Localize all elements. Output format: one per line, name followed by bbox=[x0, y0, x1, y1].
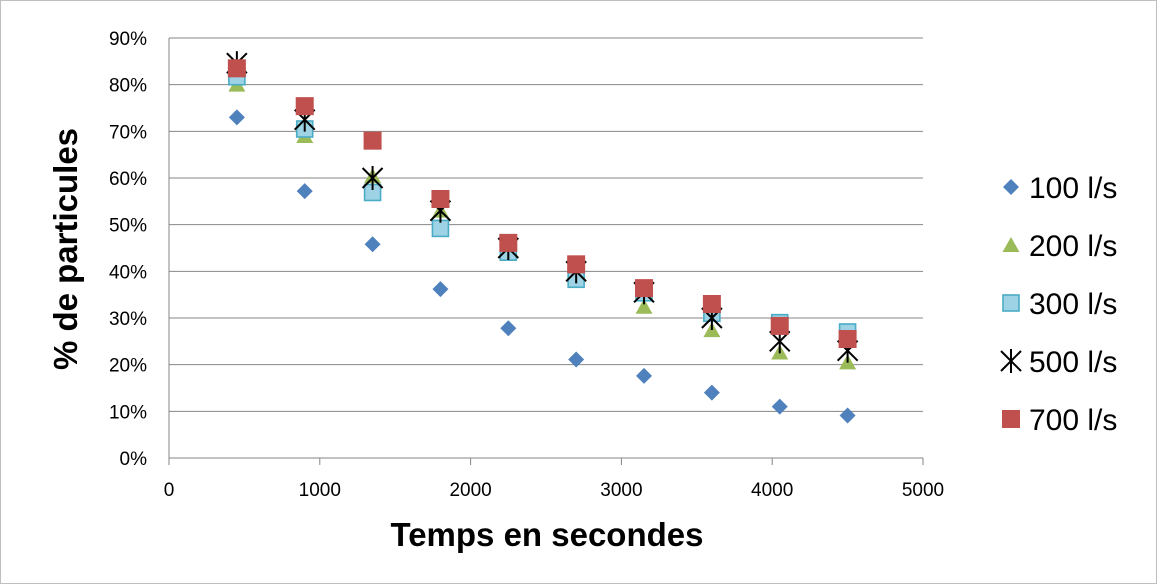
y-tick-labels: 0% 10% 20% 30% 40% 50% 60% 70% 80% 90% bbox=[109, 29, 147, 470]
data-points bbox=[226, 51, 859, 424]
y-tick-label: 20% bbox=[109, 356, 147, 377]
data-point bbox=[431, 190, 450, 208]
series-700-l-s bbox=[227, 59, 857, 348]
x-tick-label: 2000 bbox=[449, 480, 491, 501]
legend-item: 300 l/s bbox=[1002, 288, 1117, 321]
data-point bbox=[364, 236, 381, 253]
gridlines bbox=[169, 37, 923, 412]
data-point bbox=[361, 166, 384, 190]
y-tick-label: 0% bbox=[120, 449, 148, 470]
x-tick-label: 3000 bbox=[600, 480, 642, 501]
series-200-l-s bbox=[228, 76, 857, 370]
y-tick-label: 70% bbox=[109, 122, 147, 143]
data-point bbox=[771, 398, 788, 415]
data-point bbox=[295, 97, 314, 116]
axes bbox=[168, 38, 924, 465]
legend-marker bbox=[1002, 237, 1020, 252]
data-point bbox=[296, 183, 313, 200]
data-point bbox=[363, 131, 382, 150]
legend-label: 300 l/s bbox=[1029, 288, 1117, 321]
data-point bbox=[838, 330, 857, 348]
data-point bbox=[431, 219, 450, 238]
legend-marker bbox=[1002, 410, 1020, 428]
series-300-l-s bbox=[228, 67, 857, 341]
legend-marker bbox=[1000, 349, 1022, 373]
x-tick-label: 4000 bbox=[751, 480, 793, 501]
data-point bbox=[499, 233, 518, 252]
data-point bbox=[227, 59, 246, 78]
x-tick-label: 5000 bbox=[902, 480, 944, 501]
legend-item: 500 l/s bbox=[1000, 346, 1117, 379]
legend-item: 200 l/s bbox=[1002, 230, 1117, 263]
data-point bbox=[702, 295, 721, 313]
data-point bbox=[635, 279, 654, 298]
data-point bbox=[567, 255, 586, 274]
y-tick-label: 80% bbox=[109, 76, 147, 97]
x-tick-label: 0 bbox=[164, 480, 175, 501]
legend: 100 l/s 200 l/s 300 l/s 500 l/s 700 l/s bbox=[1000, 172, 1117, 437]
y-tick-label: 40% bbox=[109, 262, 147, 283]
data-point bbox=[770, 316, 789, 335]
y-tick-label: 10% bbox=[109, 402, 147, 423]
legend-label: 700 l/s bbox=[1029, 404, 1117, 437]
data-point bbox=[500, 320, 517, 337]
data-point bbox=[635, 298, 653, 314]
data-point bbox=[703, 384, 720, 401]
series-100-l-s bbox=[228, 109, 856, 424]
legend-item: 700 l/s bbox=[1002, 404, 1117, 437]
data-point bbox=[568, 351, 585, 368]
data-point bbox=[839, 407, 856, 424]
legend-label: 100 l/s bbox=[1029, 172, 1117, 205]
y-tick-label: 30% bbox=[109, 309, 147, 330]
legend-marker bbox=[1002, 294, 1020, 312]
y-tick-label: 60% bbox=[109, 169, 147, 190]
legend-label: 500 l/s bbox=[1029, 346, 1117, 379]
x-axis-title: Temps en secondes bbox=[390, 516, 703, 553]
legend-label: 200 l/s bbox=[1029, 230, 1117, 263]
x-tick-labels: 0 1000 2000 3000 4000 5000 bbox=[164, 480, 944, 501]
legend-item: 100 l/s bbox=[1003, 172, 1117, 205]
series-500-l-s bbox=[226, 51, 859, 363]
legend-marker bbox=[1003, 179, 1019, 195]
y-tick-label: 50% bbox=[109, 216, 147, 237]
data-point bbox=[636, 367, 653, 384]
data-point bbox=[228, 109, 245, 126]
y-axis-title: % de particules bbox=[47, 128, 84, 370]
y-tick-label: 90% bbox=[109, 29, 147, 50]
x-tick-label: 1000 bbox=[299, 480, 341, 501]
data-point bbox=[432, 281, 449, 298]
